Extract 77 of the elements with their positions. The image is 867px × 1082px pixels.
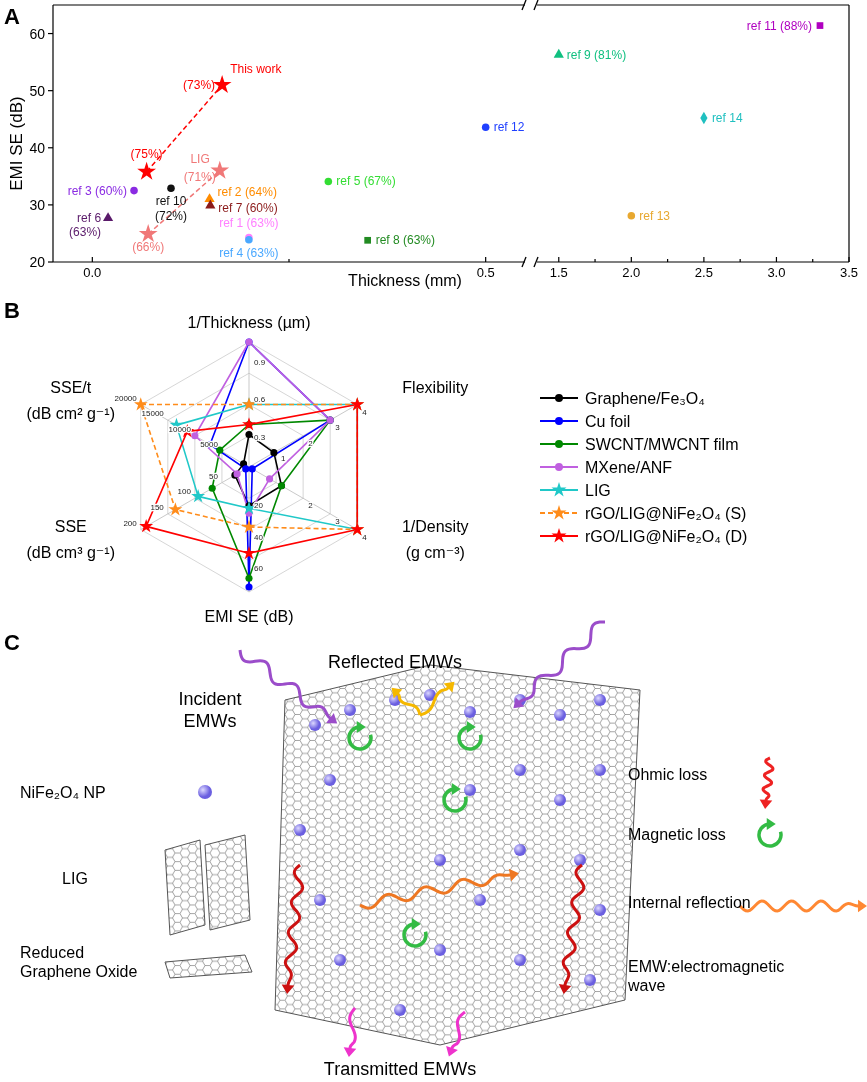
series-label: ref 5 (67%): [336, 174, 396, 189]
x-tick-label: 1.5: [549, 265, 568, 280]
text: 2: [308, 501, 314, 511]
text: 200: [123, 518, 138, 528]
legend-label: rGO/LIG@NiFe₂O₄ (D): [585, 528, 748, 545]
text: 0.6: [254, 395, 266, 404]
text: 20: [254, 501, 264, 511]
legend-label: SWCNT/MWCNT film: [585, 436, 739, 453]
series-label: ref 3 (60%): [67, 183, 128, 198]
chart-title: A: [4, 4, 20, 29]
series-label: LIG: [190, 151, 210, 166]
annotation: (75%): [130, 146, 163, 161]
series-label: ref 10 (72%): [154, 194, 188, 223]
spoke-label: SSE/t (dB cm² g⁻¹): [26, 378, 115, 422]
spoke-label: 1/Density (g cm⁻³): [401, 517, 469, 561]
text: 4: [362, 407, 368, 417]
legend-label: Cu foil: [585, 413, 631, 430]
text: NiFe₂O₄ NP: [20, 784, 106, 801]
y-tick-label: 30: [29, 196, 46, 213]
legend-label: Graphene/Fe₃O₄: [585, 390, 705, 407]
y-tick-label: 20: [29, 254, 46, 270]
series-label: This work: [230, 61, 283, 76]
spoke-label: EMI SE (dB): [204, 608, 294, 625]
y-tick-label: 50: [29, 82, 46, 99]
x-tick-label: 3.5: [839, 265, 859, 280]
series-label: ref 7 (60%): [218, 201, 278, 216]
x-tick-label: 2.5: [694, 265, 713, 280]
series-label: ref 11 (88%): [746, 18, 812, 33]
text: LIG: [62, 870, 88, 887]
series-label: ref 6 (63%): [69, 211, 102, 240]
y-tick-label: 40: [29, 139, 46, 156]
text: Reflected EMWs: [327, 652, 463, 672]
legend-label: LIG: [585, 482, 611, 499]
text: 4: [362, 532, 368, 542]
text: 20000: [114, 393, 138, 403]
x-axis-title: Thickness (mm): [348, 272, 462, 289]
x-tick-label: 0.5: [476, 265, 495, 280]
spoke-label: SSE (dB cm³ g⁻¹): [26, 517, 115, 561]
text: Magnetic loss: [628, 826, 726, 843]
series-label: ref 13: [639, 208, 671, 223]
text: Reduced Graphene Oxide: [20, 944, 138, 981]
text: 2: [308, 438, 314, 448]
text: 3: [335, 516, 341, 526]
text: 3: [335, 423, 341, 433]
spoke-label: Flexibility: [402, 378, 469, 396]
series-label: ref 12: [493, 120, 525, 135]
series-label: ref 9 (81%): [566, 47, 627, 62]
annotation: (71%): [183, 169, 216, 184]
series-label: ref 2 (64%): [217, 185, 277, 200]
annotation: (66%): [132, 240, 165, 255]
text: 100: [177, 487, 192, 497]
annotation: (73%): [183, 77, 216, 92]
text: 0.3: [254, 432, 266, 442]
series-label: ref 8 (63%): [375, 233, 436, 248]
text: 40: [254, 532, 264, 542]
text: 15000: [141, 409, 165, 419]
text: Ohmic loss: [628, 766, 708, 783]
x-tick-label: 3.0: [767, 265, 786, 280]
x-tick-label: 0.0: [83, 265, 102, 280]
text: 0.9: [254, 357, 266, 367]
text: Transmitted EMWs: [323, 1059, 477, 1079]
text: C: [4, 630, 20, 655]
chart-title: B: [4, 298, 20, 323]
text: Incident EMWs: [178, 689, 242, 731]
legend-label: rGO/LIG@NiFe₂O₄ (S): [585, 505, 747, 522]
legend-label: MXene/ANF: [585, 459, 673, 476]
text: EMW:electromagnetic wave: [627, 958, 785, 995]
series-label: ref 1 (63%): [219, 216, 279, 231]
y-axis-title: EMI SE (dB): [7, 96, 26, 191]
text: Internal reflection: [628, 894, 751, 911]
spoke-label: 1/Thickness (µm): [187, 314, 311, 331]
y-tick-label: 60: [29, 25, 46, 42]
series-label: ref 4 (63%): [219, 245, 279, 260]
text: 60: [254, 563, 264, 573]
x-tick-label: 2.0: [622, 265, 641, 280]
series-label: ref 14: [711, 111, 743, 126]
text: 1: [281, 454, 287, 464]
